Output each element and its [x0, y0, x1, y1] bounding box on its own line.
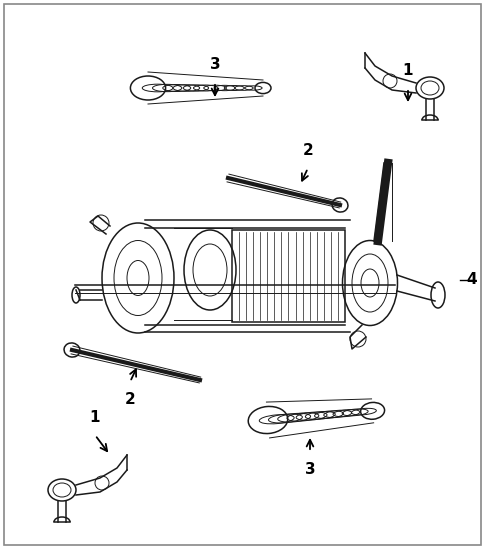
Bar	[231, 230, 344, 322]
Text: 1: 1	[90, 410, 100, 425]
Text: 3: 3	[304, 462, 315, 477]
Text: 2: 2	[302, 143, 313, 158]
Text: 3: 3	[209, 57, 220, 72]
Text: 4: 4	[466, 272, 476, 288]
Text: 2: 2	[124, 392, 135, 407]
Text: 1: 1	[402, 63, 412, 78]
